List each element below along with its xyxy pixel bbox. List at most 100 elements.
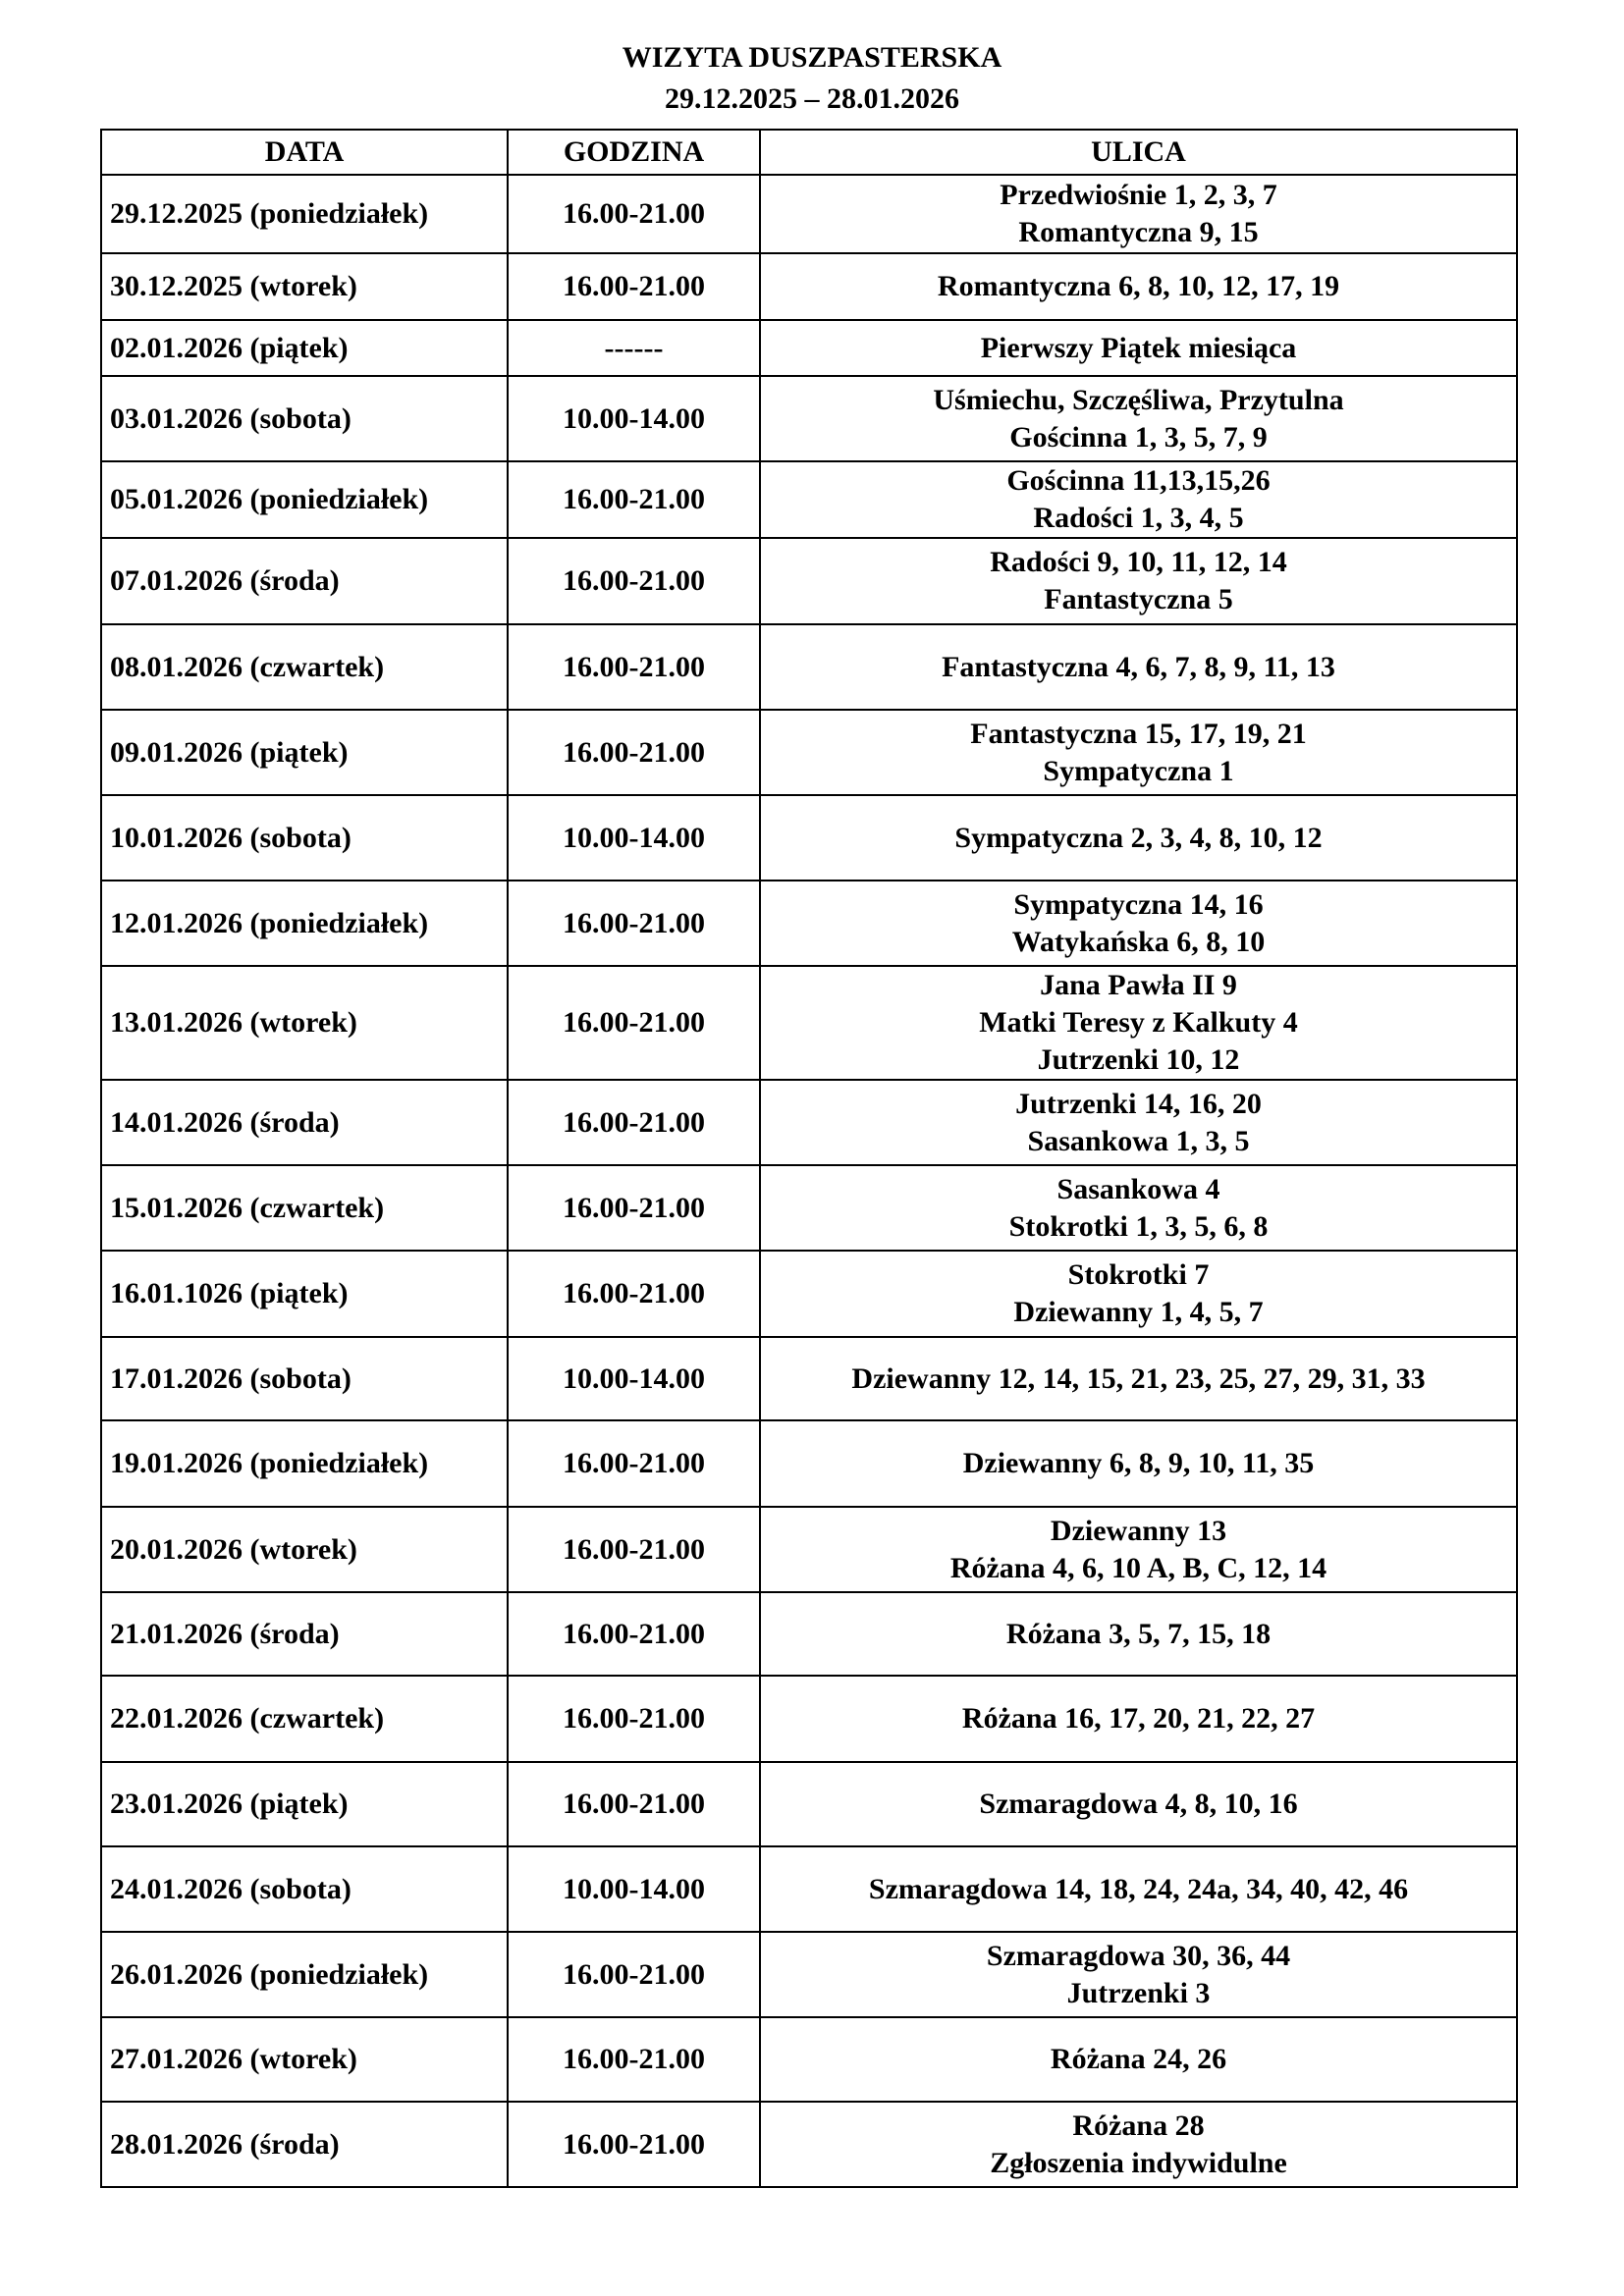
street-line: Dziewanny 13 bbox=[1050, 1514, 1227, 1547]
cell-date: 19.01.2026 (poniedziałek) bbox=[100, 1419, 509, 1508]
table-row: 08.01.2026 (czwartek) 16.00-21.00 Fantasty… bbox=[100, 623, 1518, 711]
table-row: 21.01.2026 (środa) 16.00-21.00 Różana 3, 5… bbox=[100, 1591, 1518, 1677]
street-line: Sympatyczna 2, 3, 4, 8, 10, 12 bbox=[954, 821, 1323, 854]
cell-date: 23.01.2026 (piątek) bbox=[100, 1761, 509, 1847]
table-row: 20.01.2026 (wtorek) 16.00-21.00 Dziewanny … bbox=[100, 1506, 1518, 1593]
table-row: 28.01.2026 (środa) 16.00-21.00 Różana 28 Zg… bbox=[100, 2101, 1518, 2188]
cell-time: 16.00-21.00 bbox=[507, 1079, 761, 1166]
table-row: 29.12.2025 (poniedziałek) 16.00-21.00 Prze… bbox=[100, 174, 1518, 254]
street-line: Watykańska 6, 8, 10 bbox=[1011, 925, 1266, 958]
street-line: Jutrzenki 3 bbox=[1066, 1976, 1211, 2009]
table-row: 30.12.2025 (wtorek) 16.00-21.00 Romantyczn… bbox=[100, 252, 1518, 321]
cell-date: 26.01.2026 (poniedziałek) bbox=[100, 1931, 509, 2018]
cell-streets: Szmaragdowa 4, 8, 10, 16 bbox=[759, 1761, 1518, 1847]
street-line: Radości 9, 10, 11, 12, 14 bbox=[990, 546, 1287, 578]
street-line: Romantyczna 6, 8, 10, 12, 17, 19 bbox=[937, 270, 1340, 302]
cell-date: 03.01.2026 (sobota) bbox=[100, 375, 509, 462]
street-line: Stokrotki 7 bbox=[1067, 1258, 1210, 1291]
table-row: 12.01.2026 (poniedziałek) 16.00-21.00 Symp… bbox=[100, 880, 1518, 967]
cell-date: 02.01.2026 (piątek) bbox=[100, 319, 509, 377]
cell-streets: Pierwszy Piątek miesiąca bbox=[759, 319, 1518, 377]
table-row: 16.01.1026 (piątek) 16.00-21.00 Stokrotki … bbox=[100, 1250, 1518, 1338]
cell-date: 09.01.2026 (piątek) bbox=[100, 709, 509, 796]
cell-date: 13.01.2026 (wtorek) bbox=[100, 965, 509, 1081]
cell-date: 21.01.2026 (środa) bbox=[100, 1591, 509, 1677]
table-row: 10.01.2026 (sobota) 10.00-14.00 Sympatyczn… bbox=[100, 794, 1518, 881]
cell-time: 16.00-21.00 bbox=[507, 880, 761, 967]
street-line: Radości 1, 3, 4, 5 bbox=[1033, 502, 1244, 534]
cell-streets: Sympatyczna 14, 16 Watykańska 6, 8, 10 bbox=[759, 880, 1518, 967]
cell-streets: Fantastyczna 15, 17, 19, 21 Sympatyczna 1 bbox=[759, 709, 1518, 796]
street-line: Dziewanny 1, 4, 5, 7 bbox=[1013, 1296, 1264, 1328]
cell-date: 15.01.2026 (czwartek) bbox=[100, 1164, 509, 1252]
cell-streets: Różana 3, 5, 7, 15, 18 bbox=[759, 1591, 1518, 1677]
street-line: Uśmiechu, Szczęśliwa, Przytulna bbox=[933, 383, 1344, 416]
cell-date: 30.12.2025 (wtorek) bbox=[100, 252, 509, 321]
header-date: DATA bbox=[100, 129, 509, 176]
cell-streets: Stokrotki 7 Dziewanny 1, 4, 5, 7 bbox=[759, 1250, 1518, 1338]
cell-date: 16.01.1026 (piątek) bbox=[100, 1250, 509, 1338]
street-line: Fantastyczna 15, 17, 19, 21 bbox=[970, 717, 1307, 750]
cell-date: 14.01.2026 (środa) bbox=[100, 1079, 509, 1166]
cell-time: 10.00-14.00 bbox=[507, 794, 761, 881]
header-street: ULICA bbox=[759, 129, 1518, 176]
table-row: 19.01.2026 (poniedziałek) 16.00-21.00 Dzie… bbox=[100, 1419, 1518, 1508]
street-line: Fantastyczna 4, 6, 7, 8, 9, 11, 13 bbox=[942, 650, 1335, 683]
street-line: Romantyczna 9, 15 bbox=[1018, 216, 1259, 248]
street-line: Różana 3, 5, 7, 15, 18 bbox=[1005, 1617, 1272, 1650]
cell-streets: Sympatyczna 2, 3, 4, 8, 10, 12 bbox=[759, 794, 1518, 881]
cell-time: 10.00-14.00 bbox=[507, 1336, 761, 1421]
table-row: 09.01.2026 (piątek) 16.00-21.00 Fantastycz… bbox=[100, 709, 1518, 796]
street-line: Różana 16, 17, 20, 21, 22, 27 bbox=[961, 1702, 1316, 1735]
cell-time: 16.00-21.00 bbox=[507, 1164, 761, 1252]
cell-streets: Szmaragdowa 30, 36, 44 Jutrzenki 3 bbox=[759, 1931, 1518, 2018]
street-line: Sympatyczna 1 bbox=[1043, 754, 1234, 787]
street-line: Jutrzenki 10, 12 bbox=[1037, 1043, 1240, 1076]
cell-streets: Dziewanny 6, 8, 9, 10, 11, 35 bbox=[759, 1419, 1518, 1508]
cell-streets: Fantastyczna 4, 6, 7, 8, 9, 11, 13 bbox=[759, 623, 1518, 711]
cell-time: 16.00-21.00 bbox=[507, 623, 761, 711]
cell-time: 16.00-21.00 bbox=[507, 965, 761, 1081]
street-line: Różana 24, 26 bbox=[1050, 2043, 1227, 2075]
street-line: Szmaragdowa 14, 18, 24, 24a, 34, 40, 42,… bbox=[868, 1872, 1409, 1905]
table-row: 03.01.2026 (sobota) 10.00-14.00 Uśmiechu, … bbox=[100, 375, 1518, 462]
date-range: 29.12.2025 – 28.01.2026 bbox=[665, 82, 959, 115]
cell-time: 16.00-21.00 bbox=[507, 2016, 761, 2103]
table-row: 05.01.2026 (poniedziałek) 16.00-21.00 Gośc… bbox=[100, 460, 1518, 539]
cell-time: 16.00-21.00 bbox=[507, 252, 761, 321]
street-line: Przedwiośnie 1, 2, 3, 7 bbox=[1000, 179, 1277, 211]
cell-streets: Różana 16, 17, 20, 21, 22, 27 bbox=[759, 1675, 1518, 1763]
table-row: 26.01.2026 (poniedziałek) 16.00-21.00 Szma… bbox=[100, 1931, 1518, 2018]
table-row: 17.01.2026 (sobota) 10.00-14.00 Dziewanny … bbox=[100, 1336, 1518, 1421]
cell-time: 16.00-21.00 bbox=[507, 1591, 761, 1677]
street-line: Sasankowa 1, 3, 5 bbox=[1027, 1124, 1250, 1157]
cell-time: ------ bbox=[507, 319, 761, 377]
table-row: 14.01.2026 (środa) 16.00-21.00 Jutrzenki 1… bbox=[100, 1079, 1518, 1166]
cell-streets: Dziewanny 12, 14, 15, 21, 23, 25, 27, 29… bbox=[759, 1336, 1518, 1421]
cell-date: 28.01.2026 (środa) bbox=[100, 2101, 509, 2188]
street-line: Różana 28 bbox=[1072, 2109, 1205, 2142]
cell-date: 29.12.2025 (poniedziałek) bbox=[100, 174, 509, 254]
cell-time: 16.00-21.00 bbox=[507, 1419, 761, 1508]
street-line: Jana Pawła II 9 bbox=[1040, 969, 1237, 1001]
cell-streets: Jana Pawła II 9 Matki Teresy z Kalkuty 4 J… bbox=[759, 965, 1518, 1081]
street-line: Szmaragdowa 30, 36, 44 bbox=[986, 1939, 1291, 1972]
street-line: Różana 4, 6, 10 A, B, C, 12, 14 bbox=[949, 1551, 1327, 1584]
cell-time: 16.00-21.00 bbox=[507, 709, 761, 796]
cell-streets: Dziewanny 13 Różana 4, 6, 10 A, B, C, 12,… bbox=[759, 1506, 1518, 1593]
table-row: 22.01.2026 (czwartek) 16.00-21.00 Różana 1… bbox=[100, 1675, 1518, 1763]
cell-date: 10.01.2026 (sobota) bbox=[100, 794, 509, 881]
street-line: Dziewanny 12, 14, 15, 21, 23, 25, 27, 29… bbox=[851, 1362, 1426, 1395]
street-line: Sasankowa 4 bbox=[1056, 1172, 1220, 1205]
table-row: 24.01.2026 (sobota) 10.00-14.00 Szmaragdow… bbox=[100, 1845, 1518, 1933]
table-row: 07.01.2026 (środa) 16.00-21.00 Radości 9, … bbox=[100, 537, 1518, 625]
table-row: 13.01.2026 (wtorek) 16.00-21.00 Jana Pawła… bbox=[100, 965, 1518, 1081]
cell-streets: Uśmiechu, Szczęśliwa, Przytulna Gościnna … bbox=[759, 375, 1518, 462]
street-line: Zgłoszenia indywidulne bbox=[990, 2146, 1287, 2179]
cell-streets: Gościnna 11,13,15,26 Radości 1, 3, 4, 5 bbox=[759, 460, 1518, 539]
cell-date: 22.01.2026 (czwartek) bbox=[100, 1675, 509, 1763]
cell-date: 24.01.2026 (sobota) bbox=[100, 1845, 509, 1933]
street-line: Gościnna 11,13,15,26 bbox=[1006, 464, 1271, 497]
cell-date: 12.01.2026 (poniedziałek) bbox=[100, 880, 509, 967]
cell-time: 16.00-21.00 bbox=[507, 174, 761, 254]
